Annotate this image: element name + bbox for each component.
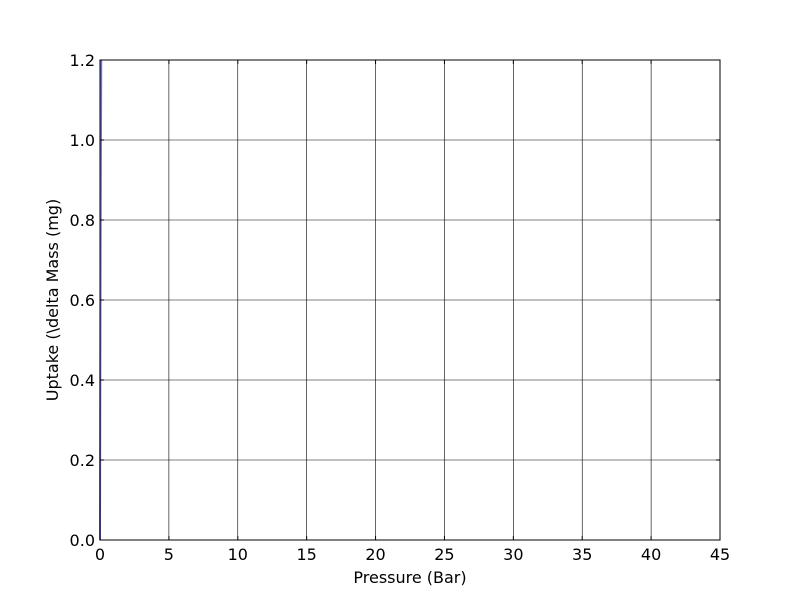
x-tick-label: 10: [228, 545, 248, 564]
x-tick-label: 45: [710, 545, 730, 564]
y-tick-label: 1.0: [70, 131, 95, 150]
x-tick-label: 40: [641, 545, 661, 564]
x-tick-label: 30: [503, 545, 523, 564]
y-tick-label: 0.4: [70, 371, 95, 390]
y-tick-label: 0.2: [70, 451, 95, 470]
x-tick-label: 25: [434, 545, 454, 564]
x-tick-label: 5: [164, 545, 174, 564]
grid-lines: [99, 59, 721, 541]
x-tick-labels: 0 5 10 15 20 25 30 35 40 45: [95, 545, 730, 564]
y-tick-label: 1.2: [70, 51, 95, 70]
y-tick-label: 0.8: [70, 211, 95, 230]
x-tick-label: 0: [95, 545, 105, 564]
tick-marks: [99, 59, 721, 541]
x-axis-label: Pressure (Bar): [353, 568, 466, 587]
y-axis-label: Uptake (\delta Mass (mg): [43, 199, 62, 401]
x-tick-label: 20: [365, 545, 385, 564]
y-tick-labels: 0.0 0.2 0.4 0.6 0.8 1.0 1.2: [70, 51, 95, 550]
x-tick-label: 15: [296, 545, 316, 564]
y-tick-label: 0.0: [70, 531, 95, 550]
y-tick-label: 0.6: [70, 291, 95, 310]
x-tick-label: 35: [572, 545, 592, 564]
